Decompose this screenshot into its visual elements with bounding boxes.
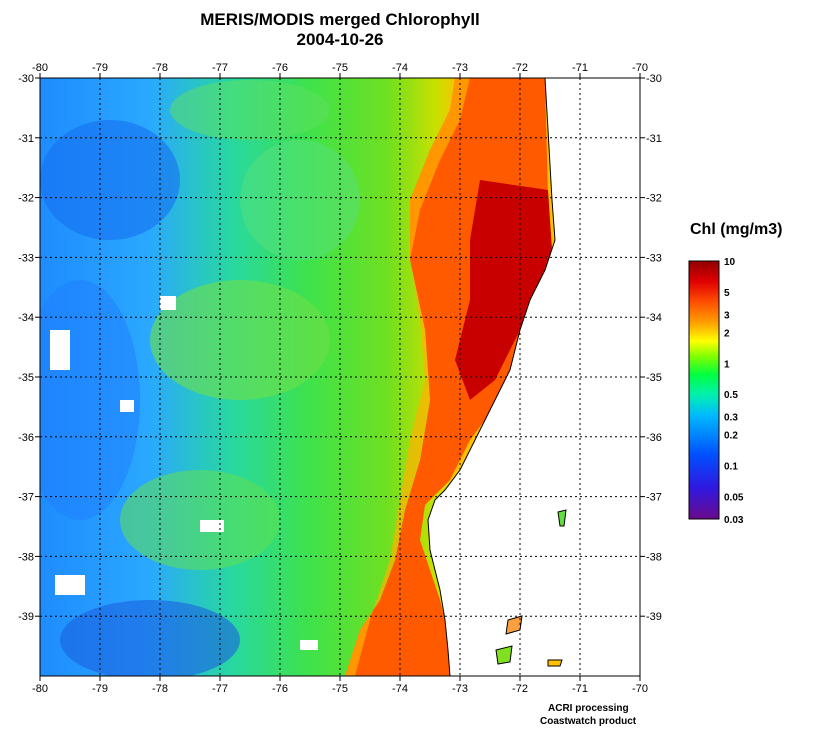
colorbar-label: 3 [724,310,730,321]
island [495,645,513,665]
lon-tick-label-bottom: -75 [332,683,348,695]
lon-tick-label-bottom: -74 [392,683,408,695]
lon-tick-label-bottom: -79 [92,683,108,695]
lon-tick-label-bottom: -71 [572,683,588,695]
lon-tick-label-top: -73 [452,62,468,74]
lat-tick-label-left: -33 [18,252,34,264]
lat-tick-label-left: -32 [18,193,34,205]
colorbar-label: 0.03 [724,515,744,526]
lon-tick-label-top: -77 [212,62,228,74]
colorbar-label: 0.05 [724,492,744,503]
colorbar-label: 0.3 [724,413,738,424]
lon-tick-label-top: -78 [152,62,168,74]
colorbar-label: 2 [724,328,730,339]
colorbar-title: Chl (mg/m3) [690,221,783,238]
lat-tick-label-right: -30 [646,73,662,85]
colorbar-label: 10 [724,257,736,268]
lat-tick-label-left: -35 [18,372,34,384]
lat-tick-label-right: -35 [646,372,662,384]
ocean-patch [40,120,180,240]
lat-tick-label-right: -36 [646,432,662,444]
lon-tick-label-top: -74 [392,62,408,74]
lon-tick-label-top: -72 [512,62,528,74]
lon-tick-label-top: -75 [332,62,348,74]
chart-title: MERIS/MODIS merged Chlorophyll [200,10,480,29]
colorbar-label: 5 [724,288,730,299]
colorbar-label: 0.5 [724,390,738,401]
colorbar-label: 0.1 [724,462,738,473]
ocean-patch [60,600,240,676]
graticule [40,78,640,676]
lat-tick-label-right: -31 [646,133,662,145]
lat-tick-label-right: -38 [646,551,662,563]
lat-tick-label-left: -34 [18,312,34,324]
lon-tick-label-bottom: -76 [272,683,288,695]
lat-tick-label-right: -34 [646,312,662,324]
lon-tick-label-top: -80 [32,62,48,74]
lon-tick-label-bottom: -80 [32,683,48,695]
colorbar [688,260,720,520]
lat-tick-label-left: -30 [18,73,34,85]
island [547,659,563,667]
colorbar-label: 0.2 [724,431,738,442]
coastal-high-chl-core [455,180,552,400]
ocean-patch [240,140,360,260]
lon-tick-label-bottom: -77 [212,683,228,695]
axis-ticks: -80 -80 -79 -79 -78 -78 -77 -77 -76 -76 -75 -75 -74 -… [18,62,662,695]
chart-date: 2004-10-26 [296,30,384,49]
credit-product: Coastwatch product [540,716,637,727]
lon-tick-label-bottom: -72 [512,683,528,695]
lat-tick-label-left: -38 [18,551,34,563]
ocean-patch [150,280,330,400]
lon-tick-label-bottom: -73 [452,683,468,695]
lon-tick-label-top: -76 [272,62,288,74]
credit-processing: ACRI processing [548,703,629,714]
lon-tick-label-top: -71 [572,62,588,74]
lat-tick-label-right: -33 [646,252,662,264]
lon-tick-label-top: -79 [92,62,108,74]
cloud-gap [50,330,70,370]
lat-tick-label-left: -36 [18,432,34,444]
lat-tick-label-left: -37 [18,492,34,504]
cloud-gap [55,575,85,595]
lat-tick-label-right: -39 [646,611,662,623]
lat-tick-label-left: -39 [18,611,34,623]
colorbar-labels: 10 5 3 2 1 0.5 0.3 0.2 0.1 0.05 0.03 [724,257,744,526]
cloud-gap [160,296,176,310]
land-mask [427,78,640,676]
lat-tick-label-right: -37 [646,492,662,504]
island [557,509,567,527]
lon-tick-label-top: -70 [632,62,648,74]
cloud-gap [120,400,134,412]
lat-tick-label-left: -31 [18,133,34,145]
cloud-gap [200,520,224,532]
lon-tick-label-bottom: -78 [152,683,168,695]
cloud-gap [300,640,318,650]
ocean-patch [170,80,330,140]
colorbar-label: 1 [724,359,730,370]
lon-tick-label-bottom: -70 [632,683,648,695]
lat-tick-label-right: -32 [646,193,662,205]
